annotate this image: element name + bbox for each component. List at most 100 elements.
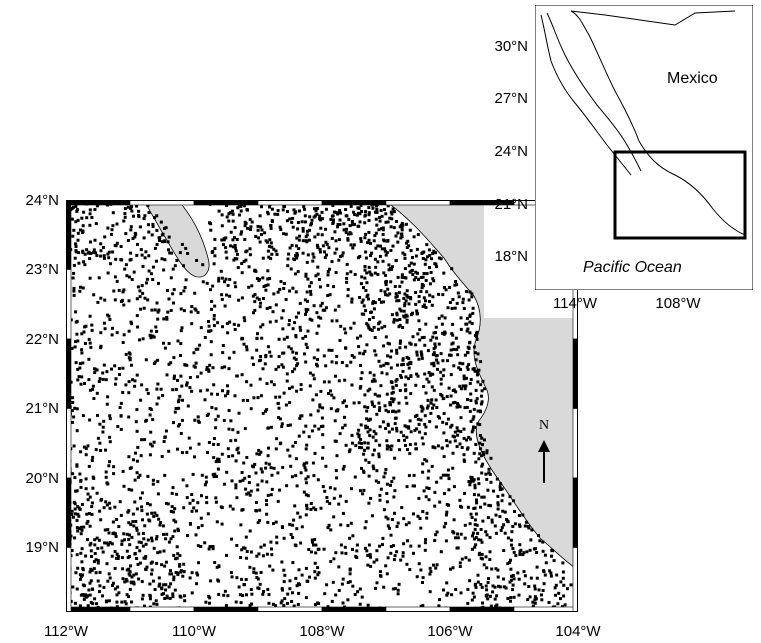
observation-point [400,222,404,225]
observation-point [329,560,333,564]
observation-point [395,311,399,315]
observation-point [295,389,299,393]
observation-point [101,371,105,375]
observation-point [489,480,493,484]
observation-point [222,482,226,486]
observation-point [423,548,427,552]
observation-point [161,524,165,528]
observation-point [173,588,177,592]
observation-point [312,304,316,308]
observation-point [314,551,318,555]
observation-point [412,235,416,239]
observation-point [378,216,381,220]
observation-point [357,435,361,439]
observation-point [490,567,494,571]
observation-point [290,243,294,247]
observation-point [428,420,432,424]
observation-point [123,580,127,584]
observation-point [186,252,190,255]
observation-point [461,384,465,388]
observation-point [227,455,231,458]
observation-point [76,231,80,235]
observation-point [475,523,479,527]
observation-point [294,457,298,461]
observation-point [207,547,211,551]
observation-point [409,544,413,548]
observation-point [562,594,566,598]
observation-point [290,600,294,603]
observation-point [172,575,176,579]
observation-point [73,601,77,605]
observation-point [270,547,273,551]
observation-point [407,357,411,361]
observation-point [136,243,139,246]
observation-point [257,448,261,452]
observation-point [238,479,242,483]
observation-point [320,301,324,305]
observation-point [390,391,394,395]
observation-point [145,512,149,516]
observation-point [169,361,173,365]
observation-point [172,578,176,582]
observation-point [417,496,421,500]
observation-point [135,546,139,549]
observation-point [155,259,158,263]
observation-point [389,533,393,537]
observation-point [304,272,308,276]
observation-point [344,499,348,503]
observation-point [373,301,377,305]
observation-point [74,245,78,248]
observation-point [236,446,240,450]
observation-point [452,347,456,351]
observation-point [400,275,404,279]
observation-point [82,525,86,529]
observation-point [359,240,363,243]
observation-point [89,240,92,244]
observation-point [106,482,110,486]
observation-point [509,558,512,562]
observation-point [414,276,418,280]
observation-point [286,264,290,268]
observation-point [429,570,433,574]
observation-point [185,496,189,500]
observation-point [248,247,252,251]
observation-point [262,297,265,300]
observation-point [183,286,187,289]
observation-point [198,343,202,347]
observation-point [452,531,456,535]
observation-point [385,500,389,504]
observation-point [131,512,135,516]
observation-point [466,345,470,349]
observation-point [341,601,345,605]
observation-point [486,516,490,520]
observation-point [409,249,413,253]
observation-point [82,597,86,601]
observation-point [212,437,216,440]
observation-point [132,270,136,274]
observation-point [291,561,295,565]
observation-point [559,580,563,584]
observation-point [85,521,89,525]
observation-point [405,485,409,489]
observation-point [286,448,290,452]
observation-point [433,345,437,349]
observation-point [337,258,341,262]
observation-point [220,213,224,217]
observation-point [378,406,382,410]
observation-point [533,587,537,591]
observation-point [271,310,275,314]
observation-point [265,512,269,516]
observation-point [549,571,553,575]
observation-point [455,426,459,430]
observation-point [415,372,419,376]
observation-point [75,208,79,212]
observation-point [374,586,377,590]
observation-point [93,371,97,375]
observation-point [436,361,440,365]
observation-point [281,365,285,369]
observation-point [535,565,539,569]
observation-point [261,592,265,596]
observation-point [286,592,290,596]
observation-point [139,496,142,500]
observation-point [116,425,120,428]
